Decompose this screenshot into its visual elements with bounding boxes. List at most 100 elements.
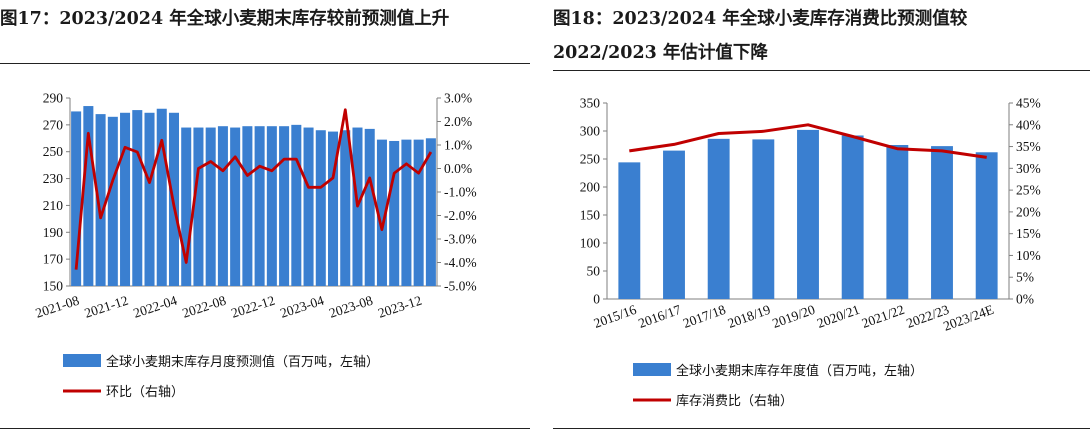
x-tick-label: 2016/17 [636, 302, 683, 331]
figure-18-top-rule [553, 70, 1090, 71]
x-tick-label: 2021-08 [34, 293, 82, 321]
right-y-tick-label: 20% [1016, 204, 1041, 219]
x-tick-label: 2022-04 [131, 293, 179, 321]
left-y-tick-label: 150 [43, 279, 64, 294]
bar [618, 162, 641, 299]
bar [156, 108, 167, 286]
legend-bar-label: 全球小麦期末库存月度预测值（百万吨，左轴） [106, 354, 379, 370]
x-tick-label: 2018/19 [726, 302, 773, 331]
right-y-tick-label: 25% [1016, 183, 1041, 198]
bar [254, 126, 265, 286]
bar [752, 139, 775, 299]
left-y-tick-label: 170 [43, 252, 64, 267]
bar [230, 127, 241, 286]
bar [975, 152, 998, 299]
x-tick-label: 2021-12 [83, 293, 130, 321]
legend-bar-label: 全球小麦期末库存年度值（百万吨，左轴） [676, 363, 923, 379]
bar [389, 140, 400, 286]
line-series [74, 108, 433, 270]
right-y-tick-label: -1.0% [444, 185, 477, 200]
figure-17-top-rule [0, 63, 530, 64]
left-y-tick-label: 100 [580, 236, 601, 251]
line-series [629, 123, 987, 159]
left-y-tick-label: 270 [43, 117, 64, 132]
figure-18-title-line1: 图18：2023/2024 年全球小麦库存消费比预测值较 [553, 9, 968, 29]
right-y-tick-label: 0.0% [444, 161, 472, 176]
bar [663, 150, 685, 299]
x-tick-label: 2022-12 [229, 293, 276, 321]
figure-17-panel: 图17：2023/2024 年全球小麦期末库存较前预测值上升 150 170 190… [0, 0, 530, 432]
bar [364, 128, 375, 286]
right-y-tick-label: 5% [1016, 270, 1034, 285]
left-y-tick-label: 350 [580, 96, 601, 111]
bar [303, 127, 314, 286]
bar [797, 129, 819, 299]
bar [266, 126, 277, 286]
right-y-tick-label: 35% [1016, 139, 1041, 154]
bar [931, 146, 953, 299]
bar [95, 114, 106, 286]
right-y-tick-label: 2.0% [444, 114, 472, 129]
left-y-tick-label: 300 [580, 124, 601, 139]
left-y-tick-label: 190 [43, 225, 64, 240]
left-y-tick-label: 250 [43, 144, 64, 159]
figure-17-bottom-rule [0, 428, 530, 429]
bar [120, 112, 131, 286]
right-y-tick-label: 45% [1016, 96, 1041, 111]
x-tick-label: 2021/22 [860, 302, 907, 331]
left-y-tick-label: 200 [580, 180, 601, 195]
left-y-tick-label: 290 [43, 91, 64, 106]
legend-line-label: 环比（右轴） [106, 385, 184, 400]
figure-17-chart: 150 170 190 210 230 250 270 290 -5.0% -4.0% -3.0% -… [34, 91, 477, 401]
bar [242, 126, 253, 286]
left-y-tick-label: 0 [593, 292, 600, 307]
right-y-tick-label: 30% [1016, 161, 1041, 176]
bar [71, 111, 82, 286]
x-tick-label: 2023-08 [327, 293, 375, 321]
bar [841, 135, 864, 299]
right-y-tick-label: -2.0% [444, 208, 477, 223]
bar [886, 145, 909, 299]
right-y-tick-label: -4.0% [444, 255, 477, 270]
right-y-tick-label: -5.0% [444, 279, 477, 294]
x-tick-label: 2023-04 [278, 293, 326, 321]
right-y-tick-label: 40% [1016, 117, 1041, 132]
legend-bar-swatch [633, 363, 671, 376]
bar [83, 106, 94, 286]
bar [340, 130, 351, 286]
left-y-tick-label: 230 [43, 171, 64, 186]
figure-18-bottom-rule [553, 428, 1090, 429]
x-tick-label: 2022-08 [180, 293, 228, 321]
left-y-tick-label: 250 [580, 152, 601, 167]
right-y-tick-label: 15% [1016, 226, 1041, 241]
figure-18-chart: 0 50 100 150 200 250 300 350 0% 5% 10% 15% 20% 25% 30%… [580, 96, 1041, 410]
bar [425, 138, 436, 286]
bar [413, 139, 424, 286]
bar [315, 130, 326, 286]
bar [401, 139, 412, 286]
figure-17-title: 图17：2023/2024 年全球小麦期末库存较前预测值上升 [0, 9, 450, 29]
right-y-tick-label: 0% [1016, 292, 1034, 307]
left-y-tick-label: 210 [43, 198, 64, 213]
legend-bar-swatch [63, 354, 101, 367]
figure-18-title-line2: 2022/2023 年估计值下降 [553, 43, 768, 63]
figure-18-panel: 图18：2023/2024 年全球小麦库存消费比预测值较 2022/2023 年… [553, 0, 1090, 432]
bar [107, 116, 118, 286]
left-y-tick-label: 150 [580, 208, 601, 223]
x-tick-label: 2020/21 [815, 302, 862, 331]
x-tick-label: 2023/24E [941, 302, 995, 334]
bar [328, 131, 339, 286]
left-y-tick-label: 50 [587, 264, 601, 279]
bar [181, 127, 192, 286]
bar [707, 138, 730, 299]
bar [144, 112, 155, 286]
bar [205, 127, 216, 286]
bar [193, 127, 204, 286]
right-y-tick-label: 1.0% [444, 138, 472, 153]
bar [217, 126, 228, 286]
x-tick-label: 2023-12 [376, 293, 423, 321]
legend-line-label: 库存消费比（右轴） [676, 393, 793, 409]
right-y-tick-label: 3.0% [444, 91, 472, 106]
x-tick-label: 2017/18 [681, 302, 728, 331]
bar [291, 124, 302, 286]
